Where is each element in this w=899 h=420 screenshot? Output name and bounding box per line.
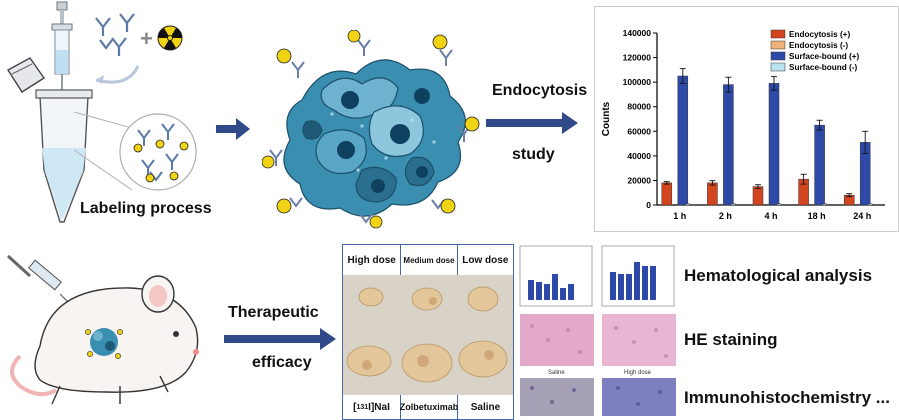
svg-text:+: + xyxy=(140,26,153,51)
tumor-cell-cluster-icon xyxy=(262,30,480,229)
he-staining-label: HE staining xyxy=(684,330,778,349)
photo-footer-saline: Saline xyxy=(470,401,501,413)
photo-header-low-dose: Low dose xyxy=(462,254,509,266)
y-axis-label: Counts xyxy=(601,101,612,136)
arrow-icon xyxy=(486,112,578,134)
x-tick-label: 1 h xyxy=(673,211,686,221)
legend-label: Surface-bound (+) xyxy=(789,52,860,61)
bar xyxy=(822,203,827,206)
tumor-photo-panel: High dose Medium dose Low dose [131 I]NaI… xyxy=(342,244,514,420)
y-tick-label: 140000 xyxy=(623,28,652,38)
bar xyxy=(723,84,734,206)
nai-bracket: [ xyxy=(353,401,357,413)
y-tick-label: 120000 xyxy=(623,53,652,63)
x-tick-label: 2 h xyxy=(719,211,732,221)
bar xyxy=(707,182,718,206)
labeled-antibody-zoom-icon xyxy=(119,113,197,191)
y-tick-label: 100000 xyxy=(623,77,652,87)
tumor-photos xyxy=(343,275,513,395)
y-tick-label: 40000 xyxy=(627,151,651,161)
bar xyxy=(768,83,780,206)
hematology-mini-charts xyxy=(519,245,675,307)
labeling-illustration: + xyxy=(7,1,197,223)
nai-isotope: 131 xyxy=(356,403,369,411)
legend-swatch xyxy=(770,62,786,72)
photo-footer-zolbetuximab: Zolbetuximab xyxy=(400,395,458,419)
y-tick-label: 60000 xyxy=(627,126,651,136)
he-staining-images xyxy=(520,314,676,366)
tube-cap-icon xyxy=(7,57,45,93)
legend-label: Surface-bound (-) xyxy=(789,63,857,72)
legend-label: Endocytosis (+) xyxy=(789,30,850,39)
tumor-photo-header-row: High dose Medium dose Low dose xyxy=(343,245,513,275)
ihc-high-dose-caption: High dose xyxy=(624,370,652,376)
arrow-icon xyxy=(216,118,250,140)
syringe-icon xyxy=(6,254,75,309)
arrow-icon xyxy=(224,328,336,350)
photo-footer-nai: [131 I]NaI xyxy=(343,395,401,419)
x-tick-label: 4 h xyxy=(764,211,777,221)
legend-swatch xyxy=(770,51,786,61)
bar xyxy=(685,203,691,206)
photo-header-high-dose: High dose xyxy=(343,245,402,275)
hematological-analysis-label: Hematological analysis xyxy=(684,266,873,285)
y-tick-label: 0 xyxy=(646,200,651,210)
y-tick-label: 20000 xyxy=(627,175,651,185)
immunohistochemistry-label: Immunohistochemistry ... xyxy=(684,388,890,407)
ihc-images xyxy=(520,378,676,416)
radiation-icon xyxy=(262,30,480,229)
photo-header-medium-dose: Medium dose xyxy=(401,245,458,275)
antibody-icon xyxy=(95,13,135,56)
tumor-photo-footer-row: [131 I]NaI Zolbetuximab Saline xyxy=(343,395,513,419)
bar xyxy=(731,203,736,206)
bar xyxy=(661,182,673,206)
bar xyxy=(867,203,873,206)
legend-label: Endocytosis (-) xyxy=(789,41,848,50)
bar xyxy=(677,75,689,206)
y-tick-label: 80000 xyxy=(627,102,651,112)
labeling-process-label: Labeling process xyxy=(80,200,212,217)
ihc-saline-caption: Saline xyxy=(548,370,565,376)
bar xyxy=(814,124,825,206)
endocytosis-bar-chart: 0 20000 40000 60000 80000 100000 120000 140000 C… xyxy=(594,6,899,232)
radiation-icon xyxy=(157,25,183,51)
x-tick-label: 18 h xyxy=(808,211,826,221)
legend-swatch xyxy=(770,29,786,39)
therapeutic-label: Therapeutic xyxy=(228,304,319,321)
chart-svg: 0 20000 40000 60000 80000 100000 120000 140000 C… xyxy=(601,28,885,221)
bar xyxy=(776,203,782,206)
eppendorf-tube-icon xyxy=(35,89,93,223)
x-tick-label: 24 h xyxy=(853,211,871,221)
legend-swatch xyxy=(770,40,786,50)
bar xyxy=(752,186,764,206)
study-label: study xyxy=(512,146,555,163)
nai-rest: I]NaI xyxy=(368,401,390,413)
tumor-icon xyxy=(85,328,123,359)
endocytosis-label: Endocytosis xyxy=(492,82,588,99)
efficacy-label: efficacy xyxy=(252,354,312,371)
mouse-illustration xyxy=(6,254,199,405)
